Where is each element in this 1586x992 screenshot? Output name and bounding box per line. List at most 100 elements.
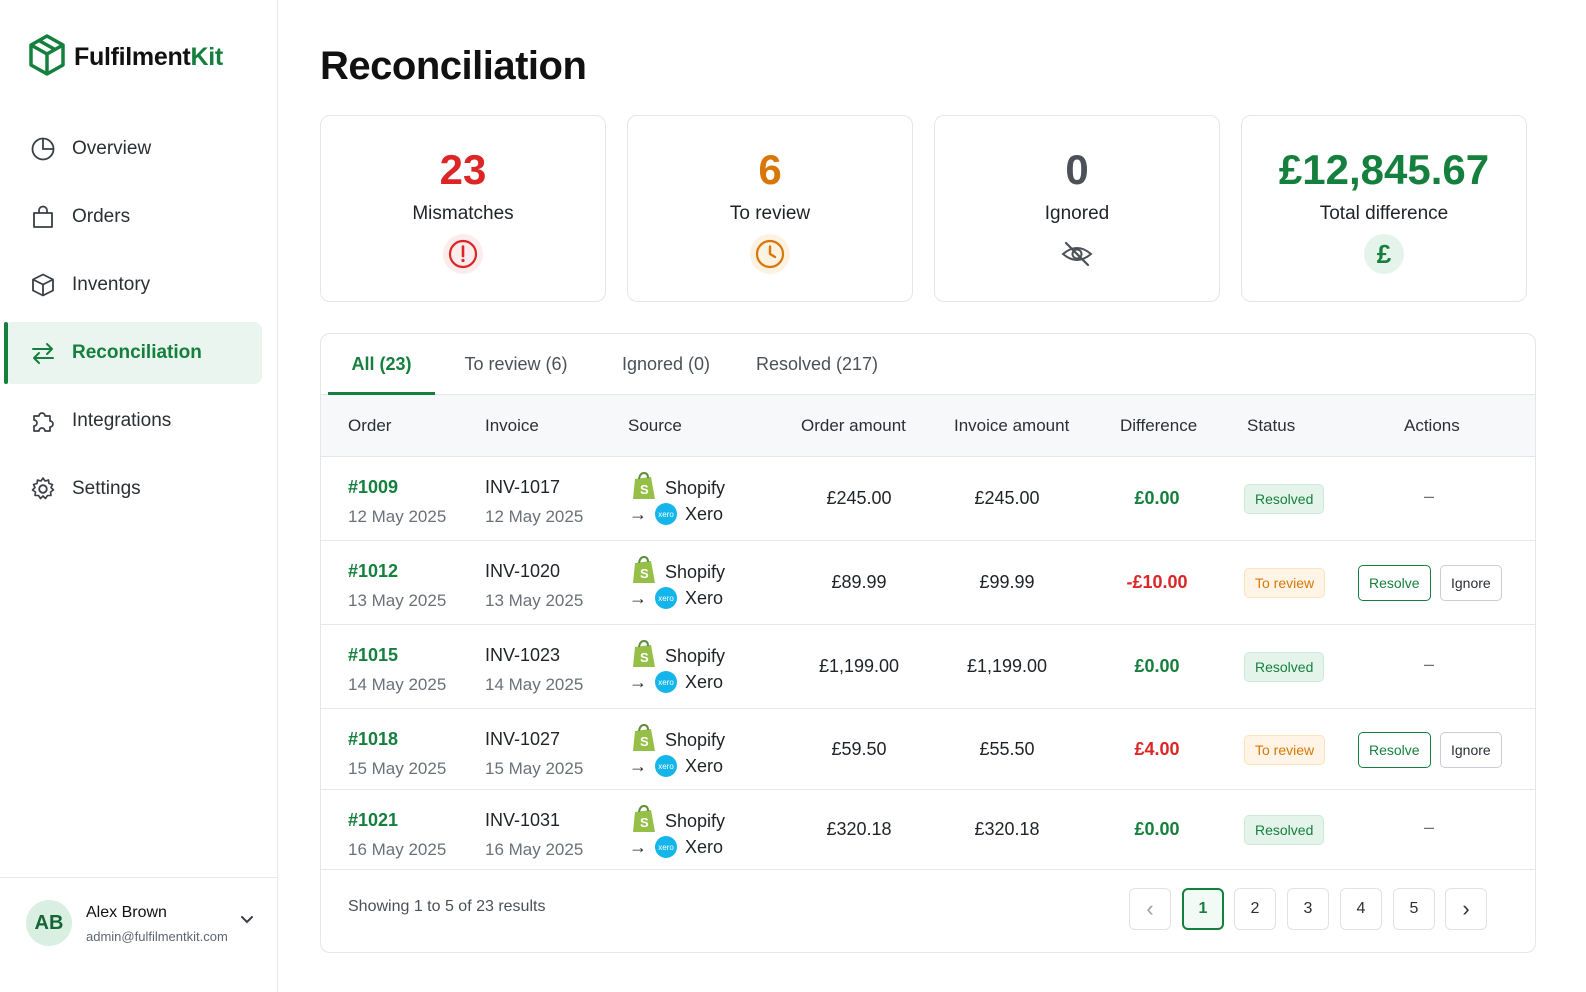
chevron-down-icon[interactable]	[240, 912, 254, 930]
gear-icon	[30, 476, 56, 502]
invoice-amount: £55.50	[979, 738, 1035, 759]
status-badge: To review	[1244, 734, 1326, 765]
sidebar-item-orders[interactable]: Orders	[4, 186, 262, 248]
sidebar-item-settings[interactable]: Settings	[4, 458, 262, 520]
pagination-next-button[interactable]: ›	[1445, 888, 1487, 930]
source-from-label: Shopify	[665, 730, 726, 750]
stat-value: £12,845.67	[1278, 146, 1490, 193]
column-header-difference[interactable]: Difference	[1120, 416, 1198, 435]
sidebar-item-integrations[interactable]: Integrations	[4, 390, 262, 452]
svg-text:S: S	[640, 650, 649, 665]
sidebar-item-label: Overview	[72, 138, 152, 159]
source-from: S Shopify	[631, 804, 725, 839]
source-to: → xero Xero	[629, 836, 723, 858]
difference-value: £0.00	[1134, 488, 1180, 508]
column-header-status[interactable]: Status	[1247, 416, 1296, 435]
shopify-icon: S	[631, 639, 657, 674]
resolve-button[interactable]: Resolve	[1358, 565, 1431, 601]
no-action-dash: –	[1424, 486, 1435, 506]
order-link[interactable]: #1009	[348, 477, 399, 497]
resolve-button[interactable]: Resolve	[1358, 731, 1431, 768]
shopify-icon: S	[631, 555, 657, 590]
arrow-right-icon: →	[629, 755, 647, 776]
column-header-order-amount[interactable]: Order amount	[801, 416, 906, 435]
sidebar-item-reconciliation[interactable]: Reconciliation	[4, 322, 262, 384]
sidebar-item-overview[interactable]: Overview	[4, 118, 262, 180]
table-row[interactable]: #1021 16 May 2025 INV-1031 16 May 2025 S…	[321, 790, 1535, 870]
ignore-button[interactable]: Ignore	[1440, 565, 1502, 601]
stat-card-to-review[interactable]: 6 To review	[627, 115, 913, 302]
stat-label: Total difference	[1319, 203, 1449, 224]
user-email: admin@fulfilmentkit.com	[86, 929, 228, 944]
user-name: Alex Brown	[86, 904, 167, 921]
chevron-right-icon: ›	[1462, 896, 1470, 921]
column-header-order[interactable]: Order	[348, 416, 392, 435]
order-link[interactable]: #1021	[348, 810, 399, 830]
invoice-date: 12 May 2025	[485, 507, 584, 526]
table-row[interactable]: #1012 13 May 2025 INV-1020 13 May 2025 S…	[321, 541, 1535, 625]
tab-to-review[interactable]: To review (6)	[464, 354, 568, 374]
order-link[interactable]: #1015	[348, 645, 399, 665]
sidebar-item-label: Orders	[72, 206, 131, 227]
stat-label: To review	[729, 203, 811, 224]
svg-text:S: S	[640, 566, 649, 581]
source-to-label: Xero	[685, 587, 724, 608]
sidebar-item-inventory[interactable]: Inventory	[4, 254, 262, 316]
invoice-date: 13 May 2025	[485, 591, 584, 610]
tab-resolved[interactable]: Resolved (217)	[755, 354, 879, 374]
pagination-prev-button[interactable]: ‹	[1129, 888, 1171, 930]
chevron-left-icon: ‹	[1146, 896, 1154, 921]
invoice-number: INV-1031	[485, 810, 561, 830]
xero-icon: xero	[655, 587, 677, 609]
pagination-page-2[interactable]: 2	[1234, 888, 1276, 930]
pagination-page-1[interactable]: 1	[1182, 888, 1224, 930]
table-row[interactable]: #1018 15 May 2025 INV-1027 15 May 2025 S…	[321, 709, 1535, 790]
table-row[interactable]: #1015 14 May 2025 INV-1023 14 May 2025 S…	[321, 625, 1535, 709]
pagination-page-3[interactable]: 3	[1287, 888, 1329, 930]
pagination-page-4[interactable]: 4	[1340, 888, 1382, 930]
order-amount: £89.99	[831, 572, 887, 592]
pie-chart-icon	[30, 136, 56, 162]
shopping-bag-icon	[30, 204, 56, 230]
invoice-date: 14 May 2025	[485, 675, 584, 694]
status-badge: Resolved	[1244, 484, 1325, 514]
invoice-date: 16 May 2025	[485, 840, 584, 859]
order-link[interactable]: #1018	[348, 729, 399, 749]
arrow-right-icon: →	[629, 503, 647, 524]
invoice-amount: £320.18	[974, 819, 1040, 839]
column-header-invoice[interactable]: Invoice	[485, 416, 539, 435]
stat-card-ignored[interactable]: 0 Ignored	[934, 115, 1220, 302]
sidebar-item-label: Integrations	[72, 410, 172, 431]
order-amount: £245.00	[826, 488, 892, 508]
user-menu[interactable]: AB Alex Brown admin@fulfilmentkit.com	[0, 877, 278, 992]
order-date: 13 May 2025	[348, 591, 447, 610]
sidebar-nav: Overview Orders Inventory Reconciliation…	[0, 118, 278, 526]
arrow-right-icon: →	[629, 836, 647, 857]
stat-value: 6	[758, 146, 782, 193]
pagination-page-5[interactable]: 5	[1393, 888, 1435, 930]
ignore-button[interactable]: Ignore	[1440, 731, 1502, 768]
source-to-label: Xero	[685, 503, 724, 524]
table-row[interactable]: #1009 12 May 2025 INV-1017 12 May 2025 S…	[321, 457, 1535, 541]
tab-ignored[interactable]: Ignored (0)	[621, 354, 711, 374]
order-link[interactable]: #1012	[348, 561, 399, 581]
brand-name: FulfilmentKit	[74, 43, 223, 71]
tab-all[interactable]: All (23)	[328, 334, 435, 395]
order-amount: £320.18	[826, 819, 892, 839]
svg-text:S: S	[640, 482, 649, 497]
xero-icon: xero	[655, 836, 677, 858]
avatar: AB	[26, 900, 72, 946]
status-badge: To review	[1244, 568, 1326, 598]
brand-logo[interactable]: FulfilmentKit	[28, 34, 223, 81]
source-to-label: Xero	[685, 755, 724, 776]
stat-card-mismatches[interactable]: 23 Mismatches	[320, 115, 606, 302]
column-header-source[interactable]: Source	[628, 416, 682, 435]
column-header-invoice-amount[interactable]: Invoice amount	[954, 416, 1070, 435]
status-badge: Resolved	[1244, 815, 1325, 845]
stat-card-total-difference[interactable]: £12,845.67 Total difference £	[1241, 115, 1527, 302]
eye-off-icon	[1057, 234, 1097, 274]
xero-icon: xero	[655, 503, 677, 525]
order-date: 12 May 2025	[348, 507, 447, 526]
order-date: 16 May 2025	[348, 840, 447, 859]
stat-label: Ignored	[1044, 203, 1110, 224]
